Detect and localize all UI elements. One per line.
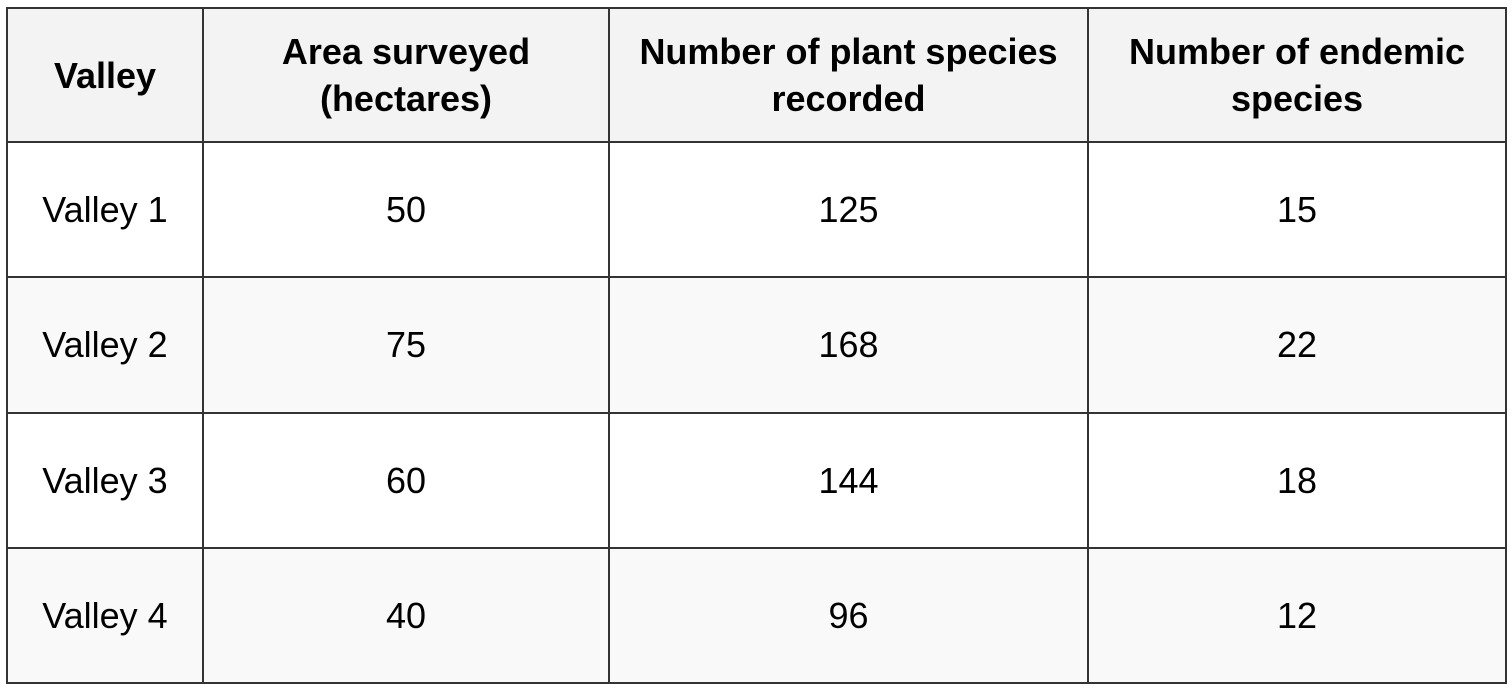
- table-cell: 22: [1087, 276, 1507, 414]
- cell-value: 50: [385, 189, 427, 231]
- table-row: Valley 2 75 168 22: [6, 276, 1507, 414]
- table-cell: Valley 4: [6, 546, 204, 685]
- table-cell: Valley 1: [6, 140, 204, 279]
- table-cell: 15: [1087, 140, 1507, 279]
- table-cell: 75: [202, 276, 610, 414]
- table-cell: Valley 2: [6, 276, 204, 414]
- table-row: Valley 3 60 144 18: [6, 411, 1507, 549]
- table-cell: 96: [608, 546, 1089, 685]
- table-cell: Valley 3: [6, 411, 204, 549]
- cell-value: 40: [385, 594, 427, 636]
- cell-value: Valley 4: [42, 594, 168, 636]
- cell-value: Valley 1: [42, 189, 168, 231]
- table-cell: 18: [1087, 411, 1507, 549]
- column-header-area: Area surveyed (hectares): [202, 7, 610, 143]
- header-label: Area surveyed (hectares): [281, 31, 531, 119]
- cell-value: 96: [828, 594, 869, 636]
- cell-value: 125: [818, 189, 879, 231]
- table-cell: 12: [1087, 546, 1507, 685]
- table-cell: 60: [202, 411, 610, 549]
- table-cell: 50: [202, 140, 610, 279]
- cell-value: 12: [1276, 594, 1318, 636]
- cell-value: 75: [385, 324, 427, 366]
- table-cell: 40: [202, 546, 610, 685]
- column-header-endemic-species: Number of endemic species: [1087, 7, 1507, 143]
- header-label: Valley: [53, 54, 157, 96]
- header-label: Number of endemic species: [1128, 31, 1466, 119]
- cell-value: 22: [1276, 324, 1318, 366]
- data-table: Valley Area surveyed (hectares) Number o…: [6, 7, 1507, 685]
- table-body: Valley 1 50 125 15 Valley 2 75 168 22 Va…: [6, 140, 1507, 685]
- column-header-valley: Valley: [6, 7, 204, 143]
- table-cell: 125: [608, 140, 1089, 279]
- table-row: Valley 4 40 96 12: [6, 546, 1507, 685]
- cell-value: Valley 3: [42, 459, 168, 501]
- table-cell: 144: [608, 411, 1089, 549]
- header-row: Valley Area surveyed (hectares) Number o…: [6, 7, 1507, 143]
- table-cell: 168: [608, 276, 1089, 414]
- cell-value: 144: [818, 459, 879, 501]
- cell-value: 18: [1276, 459, 1318, 501]
- cell-value: 60: [385, 459, 427, 501]
- cell-value: 15: [1276, 189, 1318, 231]
- column-header-plant-species: Number of plant species recorded: [608, 7, 1089, 143]
- header-label: Number of plant species recorded: [639, 31, 1058, 119]
- table-row: Valley 1 50 125 15: [6, 140, 1507, 279]
- cell-value: 168: [818, 324, 879, 366]
- table-header: Valley Area surveyed (hectares) Number o…: [6, 7, 1507, 143]
- cell-value: Valley 2: [42, 324, 168, 366]
